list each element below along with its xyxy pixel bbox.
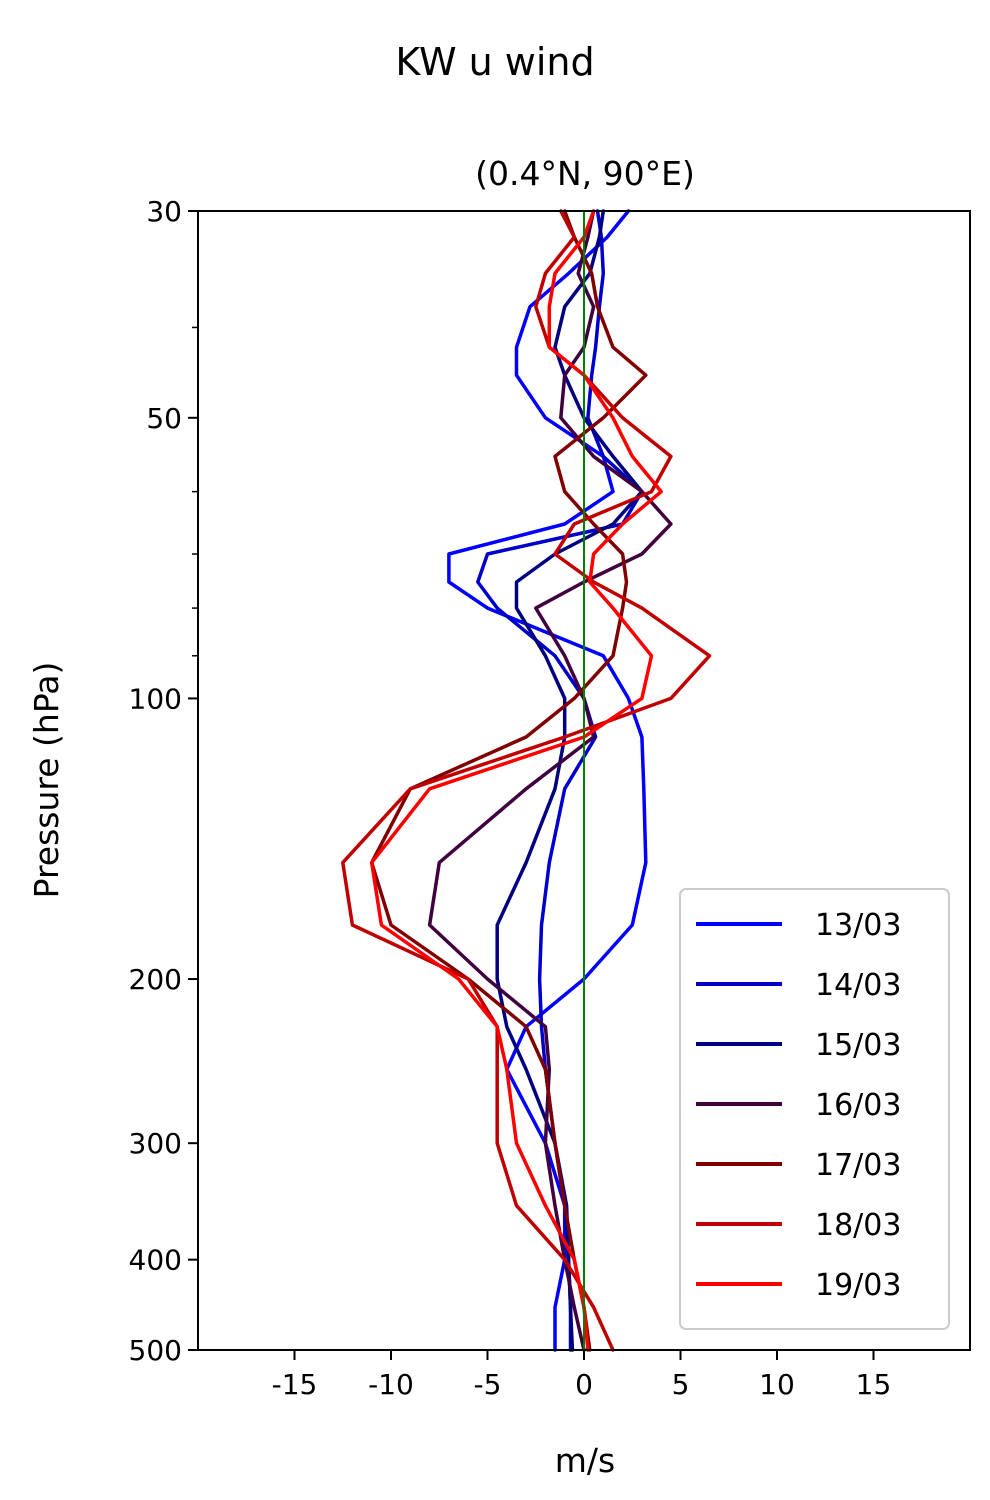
y-tick-label: 400 (129, 1244, 182, 1277)
legend-box (679, 888, 950, 1330)
legend-entry-label: 18/03 (815, 1208, 901, 1243)
y-tick-label: 500 (129, 1334, 182, 1367)
y-axis-label: Pressure (hPa) (27, 662, 66, 899)
plot-area (197, 209, 971, 1352)
y-tick-label: 300 (129, 1127, 182, 1160)
x-tick-label: -15 (272, 1368, 318, 1401)
series-line-18-03 (341, 209, 712, 1352)
legend-entry-label: 17/03 (815, 1148, 901, 1183)
series-line-16-03 (427, 209, 673, 1352)
x-tick-label: 5 (672, 1368, 690, 1401)
x-tick-label: 0 (575, 1368, 593, 1401)
x-tick-label: 10 (759, 1368, 795, 1401)
y-tick-label: 50 (146, 402, 182, 435)
x-axis-ticks: -15 -10 -5 0 5 10 15 (272, 1350, 892, 1401)
series-line-17-03 (369, 209, 648, 1352)
x-tick-label: -5 (474, 1368, 502, 1401)
x-tick-label: -10 (368, 1368, 414, 1401)
legend-entry-label: 13/03 (815, 908, 901, 943)
legend-entry-label: 19/03 (815, 1268, 901, 1303)
legend: 13/03 14/03 15/03 16/03 17/03 18/03 19/03 (679, 888, 950, 1330)
chart-subtitle: (0.4°N, 90°E) (475, 154, 695, 193)
y-tick-label: 30 (146, 195, 182, 228)
y-axis-ticks: 30 50 100 200 300 400 500 (129, 195, 198, 1367)
y-tick-label: 100 (129, 682, 182, 715)
series-line-19-03 (369, 209, 663, 1352)
legend-entry-label: 15/03 (815, 1028, 901, 1063)
series-group (341, 209, 712, 1352)
legend-entry-label: 14/03 (815, 968, 901, 1003)
x-tick-label: 15 (856, 1368, 892, 1401)
chart-title: KW u wind (395, 40, 594, 84)
y-tick-label: 200 (129, 963, 182, 996)
series-line-13-03 (447, 209, 648, 1352)
legend-entry-label: 16/03 (815, 1088, 901, 1123)
x-axis-label: m/s (555, 1441, 615, 1480)
